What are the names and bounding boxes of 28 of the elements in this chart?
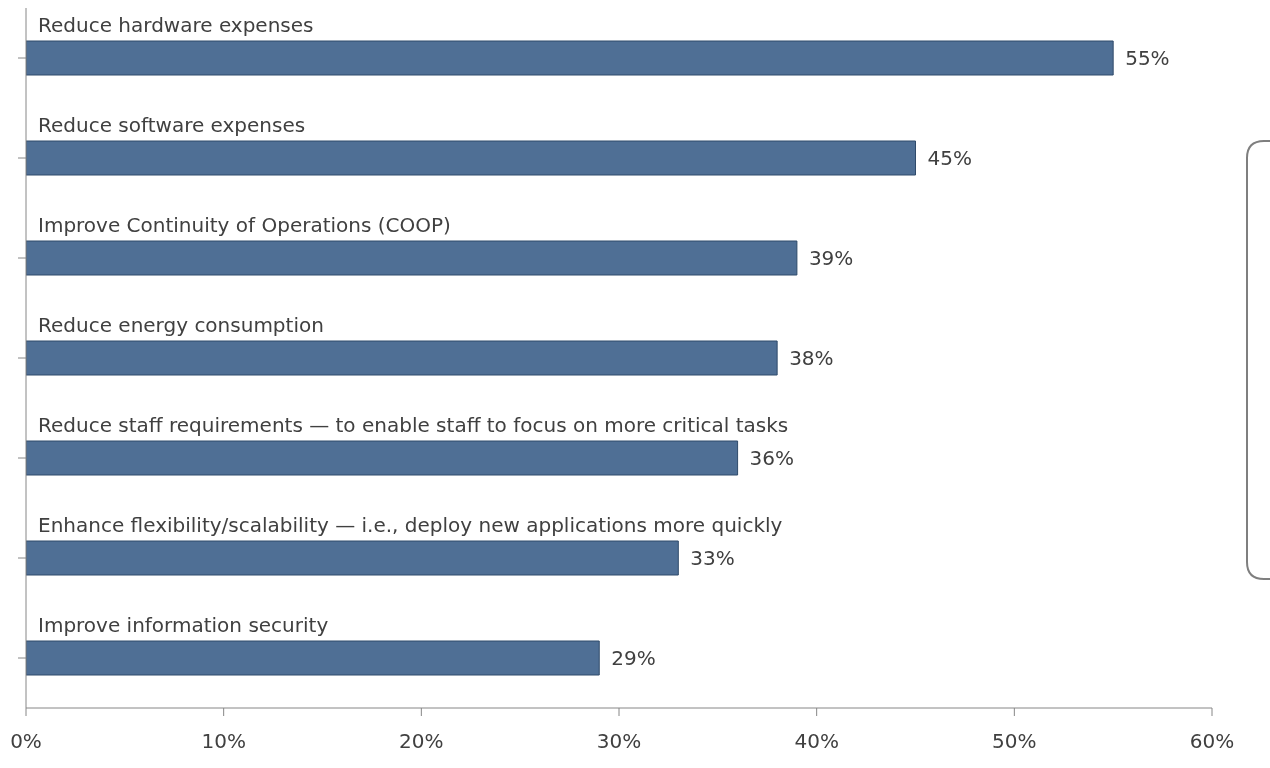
bar [26,40,1114,76]
y-tick-label: Reduce software expenses [38,113,306,137]
y-tick-label: Reduce hardware expenses [38,13,314,37]
data-label: 33% [690,546,735,570]
x-tick-label: 30% [596,729,642,754]
bar [26,440,739,476]
bar [26,140,916,176]
data-label: 38% [789,346,834,370]
y-tick-label: Reduce energy consumption [38,313,324,337]
x-tick-label: 50% [992,729,1037,754]
data-label: 55% [1125,46,1170,70]
data-label: 45% [927,146,972,170]
x-tick-label: 40% [794,729,839,754]
bar [26,240,798,276]
data-label: 29% [611,646,656,670]
x-tick-label: 0% [10,729,42,754]
y-tick-label: Reduce staff requirements — to enable staff to focus on more critical tasks [38,413,789,437]
x-tick-label: 20% [399,729,444,754]
data-label: 39% [808,246,854,270]
y-tick-label: Improve Continuity of Operations (COOP) [38,213,451,237]
bar [26,340,778,376]
y-tick-label: Enhance flexibility/scalability — i.e., deploy new applications more quickly [38,513,783,537]
bar [26,540,679,576]
y-tick-label: Improve information security [38,613,329,637]
x-tick-label: 10% [201,729,246,754]
x-tick-label: 60% [1189,729,1235,754]
data-label: 36% [749,446,795,470]
bar [26,640,600,676]
